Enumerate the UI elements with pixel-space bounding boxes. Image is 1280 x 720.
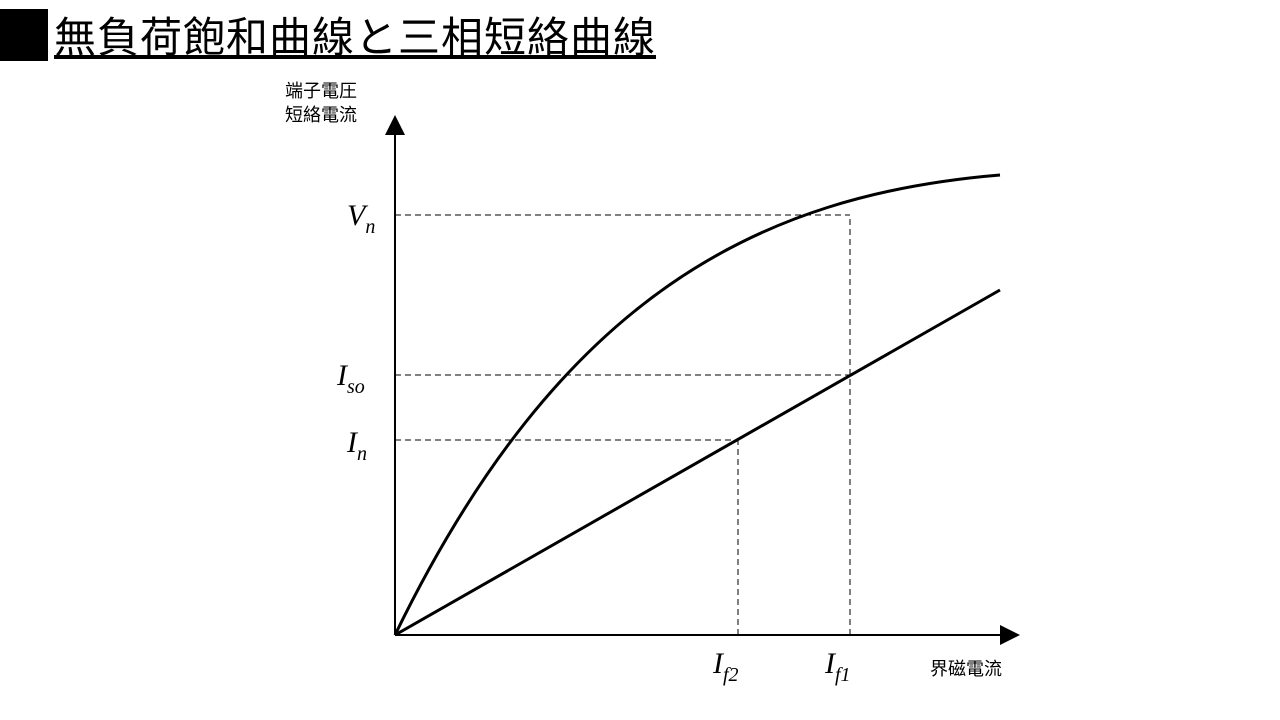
- chart-svg: 端子電圧短絡電流界磁電流 Vn Iso In If2 If1: [0, 65, 1280, 715]
- page-title: 無負荷飽和曲線と三相短絡曲線: [54, 4, 656, 65]
- chart-area: 端子電圧短絡電流界磁電流 Vn Iso In If2 If1: [0, 65, 1280, 715]
- x-axis-label: 界磁電流: [930, 659, 1002, 679]
- label-if1: If1: [824, 647, 851, 686]
- short-circuit-line: [395, 290, 1000, 635]
- label-if2: If2: [712, 647, 739, 686]
- label-in: In: [346, 426, 367, 465]
- label-iso: Iso: [336, 359, 365, 398]
- y-axis-label-2: 短絡電流: [285, 105, 357, 125]
- title-accent-block: [0, 9, 48, 61]
- y-axis-label-1: 端子電圧: [285, 81, 357, 101]
- label-vn: Vn: [347, 199, 375, 238]
- saturation-curve: [395, 175, 1000, 635]
